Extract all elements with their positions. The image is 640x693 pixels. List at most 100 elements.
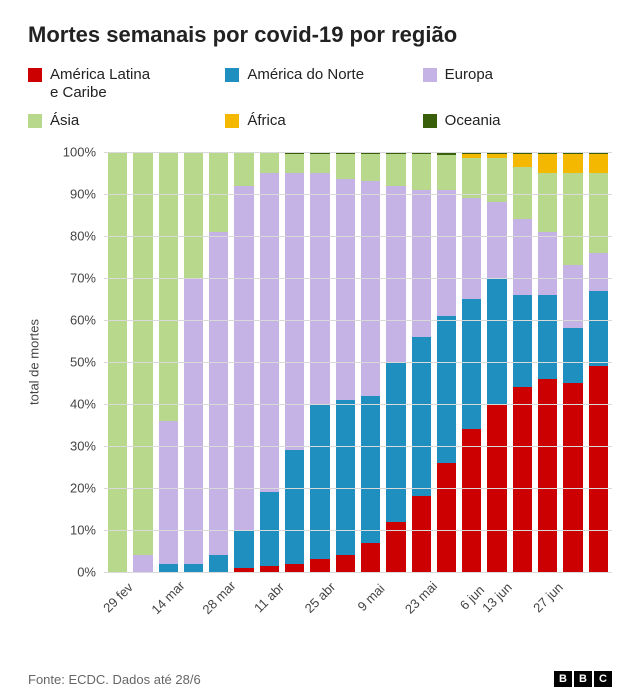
- grid-line: [104, 194, 612, 195]
- bar-segment: [234, 530, 253, 568]
- bar-segment: [285, 450, 304, 563]
- bbc-logo-block: B: [554, 671, 572, 687]
- bar-segment: [336, 555, 355, 572]
- y-tick-label: 10%: [70, 523, 96, 538]
- source-text: Fonte: ECDC. Dados até 28/6: [28, 672, 201, 687]
- grid-line: [104, 152, 612, 153]
- bar-segment: [513, 295, 532, 387]
- bar-segment: [310, 404, 329, 559]
- grid-line: [104, 320, 612, 321]
- bar-segment: [462, 198, 481, 299]
- bar-segment: [285, 154, 304, 173]
- grid-line: [104, 530, 612, 531]
- bar-segment: [412, 154, 431, 190]
- bar-segment: [310, 173, 329, 404]
- bar-segment: [513, 387, 532, 572]
- legend-swatch: [225, 114, 239, 128]
- bar-segment: [361, 181, 380, 395]
- bar-segment: [487, 158, 506, 202]
- bar-segment: [538, 173, 557, 232]
- bar-segment: [260, 492, 279, 566]
- legend-label: Europa: [445, 66, 493, 84]
- x-tick-label: 14 mar: [149, 578, 188, 617]
- x-tick-label: 9 mai: [354, 581, 387, 614]
- bar-segment: [538, 232, 557, 295]
- y-tick-label: 80%: [70, 229, 96, 244]
- bar-segment: [589, 253, 608, 291]
- legend-swatch: [423, 114, 437, 128]
- bar-segment: [563, 383, 582, 572]
- bar-segment: [412, 496, 431, 572]
- y-tick-label: 70%: [70, 271, 96, 286]
- bar-segment: [310, 559, 329, 572]
- y-tick-label: 60%: [70, 313, 96, 328]
- legend-item: Europa: [423, 66, 612, 102]
- bar-segment: [234, 152, 253, 186]
- bar-segment: [538, 295, 557, 379]
- bar-segment: [260, 152, 279, 173]
- bar-segment: [159, 152, 178, 421]
- y-axis-label: total de mortes: [27, 319, 42, 405]
- legend-label: Ásia: [50, 112, 79, 130]
- legend-item: África: [225, 112, 414, 130]
- legend-label: América do Norte: [247, 66, 364, 84]
- x-tick-label: 29 fev: [100, 580, 136, 616]
- bar-segment: [336, 400, 355, 555]
- bbc-logo-block: B: [574, 671, 592, 687]
- bar-segment: [159, 421, 178, 564]
- x-tick-label: 23 mai: [402, 578, 440, 616]
- bar-segment: [437, 463, 456, 572]
- bar-segment: [336, 154, 355, 179]
- bar-segment: [234, 186, 253, 530]
- grid-line: [104, 404, 612, 405]
- bar-segment: [513, 167, 532, 220]
- grid-line: [104, 488, 612, 489]
- bar-segment: [462, 299, 481, 429]
- grid-line: [104, 278, 612, 279]
- bar-segment: [159, 564, 178, 572]
- bar-segment: [184, 152, 203, 278]
- bar-segment: [563, 154, 582, 173]
- legend-swatch: [28, 68, 42, 82]
- plot: 0%10%20%30%40%50%60%70%80%90%100%: [104, 152, 612, 572]
- bar-segment: [437, 316, 456, 463]
- y-tick-label: 40%: [70, 397, 96, 412]
- legend-label: América Latinae Caribe: [50, 66, 150, 102]
- grid-line: [104, 446, 612, 447]
- bar-segment: [209, 555, 228, 572]
- bar-segment: [538, 379, 557, 572]
- bar-segment: [285, 564, 304, 572]
- bar-segment: [386, 186, 405, 362]
- bar-segment: [336, 179, 355, 400]
- bar-segment: [563, 173, 582, 265]
- bar-segment: [209, 152, 228, 232]
- x-tick-label: 25 abr: [302, 579, 339, 616]
- chart-title: Mortes semanais por covid-19 por região: [28, 22, 612, 48]
- y-tick-label: 30%: [70, 439, 96, 454]
- bar-segment: [563, 265, 582, 328]
- x-tick-label: 11 abr: [251, 580, 287, 616]
- y-tick-label: 20%: [70, 481, 96, 496]
- y-tick-label: 50%: [70, 355, 96, 370]
- bar-segment: [310, 154, 329, 173]
- legend-swatch: [225, 68, 239, 82]
- chart-area: total de mortes 0%10%20%30%40%50%60%70%8…: [58, 152, 612, 572]
- x-tick-label: 27 jun: [530, 580, 566, 616]
- bar-segment: [133, 555, 152, 572]
- grid-line: [104, 236, 612, 237]
- bar-segment: [260, 173, 279, 492]
- bar-segment: [133, 152, 152, 555]
- legend-swatch: [28, 114, 42, 128]
- bar-segment: [462, 158, 481, 198]
- bar-segment: [361, 154, 380, 181]
- bbc-logo-block: C: [594, 671, 612, 687]
- bar-segment: [513, 219, 532, 295]
- bar-segment: [386, 154, 405, 186]
- x-tick-label: 28 mar: [199, 578, 238, 617]
- bar-segment: [412, 190, 431, 337]
- bbc-logo: BBC: [554, 671, 612, 687]
- bar-segment: [487, 202, 506, 278]
- bar-segment: [209, 232, 228, 555]
- bar-segment: [285, 173, 304, 450]
- bar-segment: [589, 291, 608, 367]
